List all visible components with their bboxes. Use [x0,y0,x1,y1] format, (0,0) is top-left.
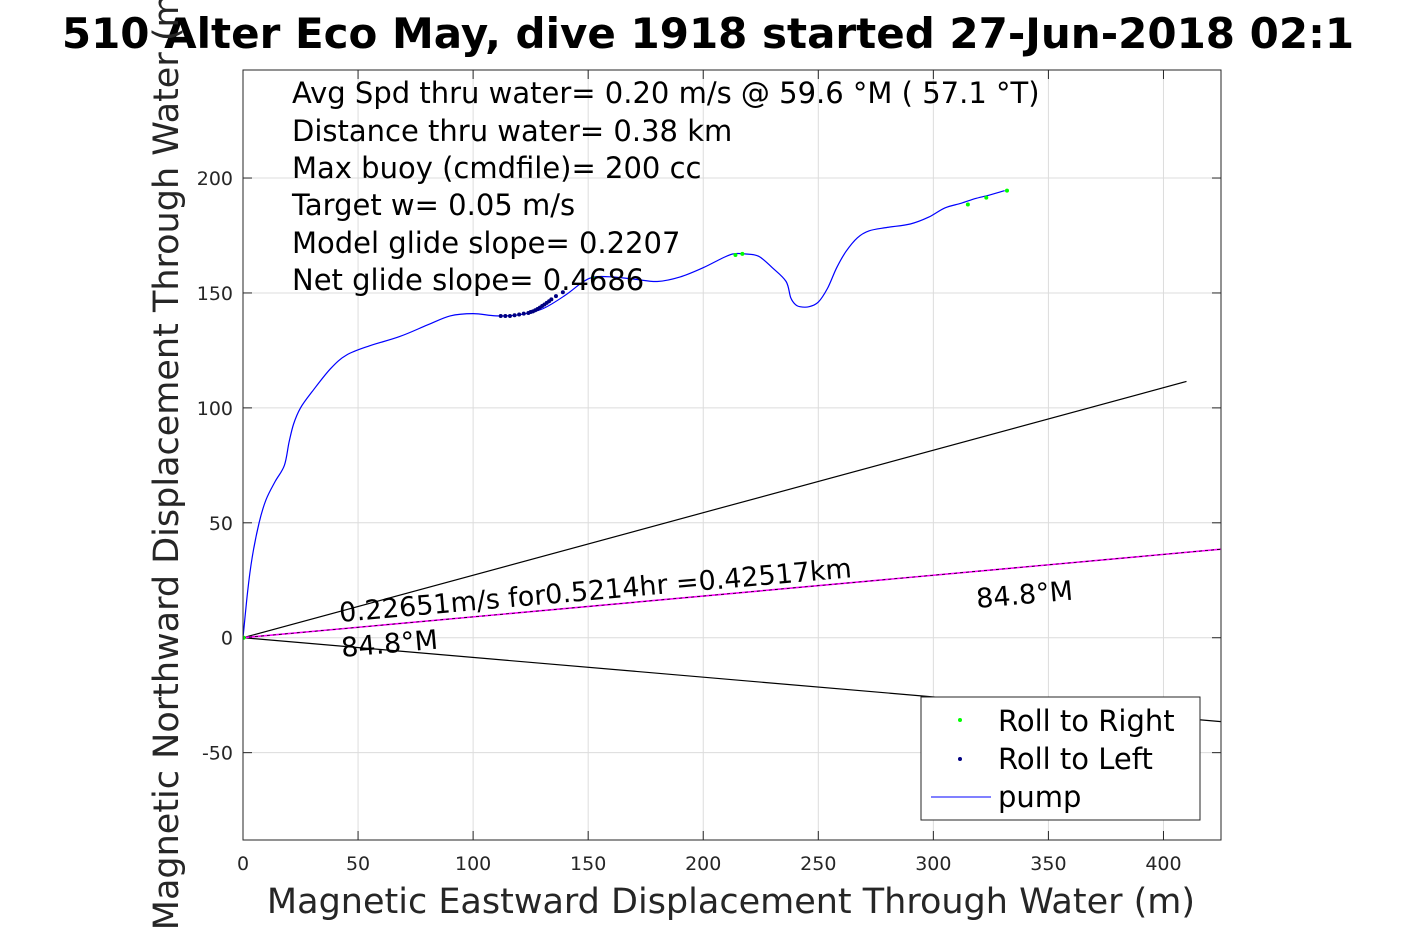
roll-right-point [984,195,989,200]
pump-track [243,190,1005,638]
y-tick-label: 0 [221,628,233,650]
heading-line-upper [243,380,1187,639]
axes-frame [242,69,1222,841]
info-distance: Distance thru water= 0.38 km [292,114,732,148]
legend-label-roll-left: Roll to Left [998,742,1153,776]
info-net-glide-slope: Net glide slope= 0.4686 [292,263,644,297]
info-target-w: Target w= 0.05 m/s [291,188,575,222]
roll-left-point [498,313,503,318]
roll-right-point [1004,188,1009,193]
info-max-buoy: Max buoy (cmdfile)= 200 cc [292,151,701,185]
legend-label-pump: pump [998,780,1081,814]
info-text-block: Avg Spd thru water= 0.20 m/s @ 59.6 °M (… [291,76,1040,297]
x-tick-label: 250 [800,853,836,875]
current-line-overlay [243,548,1221,639]
legend-marker-roll-left [958,757,962,761]
info-avg-speed: Avg Spd thru water= 0.20 m/s @ 59.6 °M (… [292,76,1040,110]
x-tick-label: 300 [915,853,951,875]
roll-right-point [740,251,745,256]
roll-left-point [560,290,565,295]
y-tick-label: 100 [197,398,233,420]
chart-title: 510 Alter Eco May, dive 1918 started 27-… [62,9,1354,58]
x-tick-label: 150 [570,853,606,875]
x-tick-label: 100 [455,853,491,875]
y-axis-label: Magnetic Northward Displacement Through … [147,0,187,930]
legend-label-roll-right: Roll to Right [998,704,1175,738]
x-tick-label: 50 [346,853,370,875]
roll-left-point [512,313,517,318]
x-tick-label: 400 [1145,853,1181,875]
y-tick-label: 200 [197,168,233,190]
x-tick-label: 350 [1030,853,1066,875]
x-tick-label: 0 [237,853,249,875]
x-axis-label: Magnetic Eastward Displacement Through W… [267,882,1195,922]
y-tick-label: 50 [209,513,233,535]
tick-labels: 0 50 100 150 200 250 300 350 400 -50 0 50 100 150 200 [197,168,1182,875]
roll-left-point [553,294,558,299]
roll-right-point [590,276,595,281]
roll-left-point [521,311,526,316]
legend-marker-roll-right [958,718,962,722]
roll-right-point [243,635,246,640]
legend: Roll to Right Roll to Left pump [920,696,1201,821]
legend-box [920,696,1201,821]
roll-right-point [733,253,738,258]
y-tick-label: -50 [202,743,233,765]
roll-right-point [965,202,970,207]
info-model-glide-slope: Model glide slope= 0.2207 [292,226,680,260]
roll-left-point [503,313,508,318]
roll-left-point [517,312,522,317]
y-tick-label: 150 [197,283,233,305]
roll-left-point [549,297,554,302]
roll-left-point [507,313,512,318]
x-tick-label: 200 [685,853,721,875]
